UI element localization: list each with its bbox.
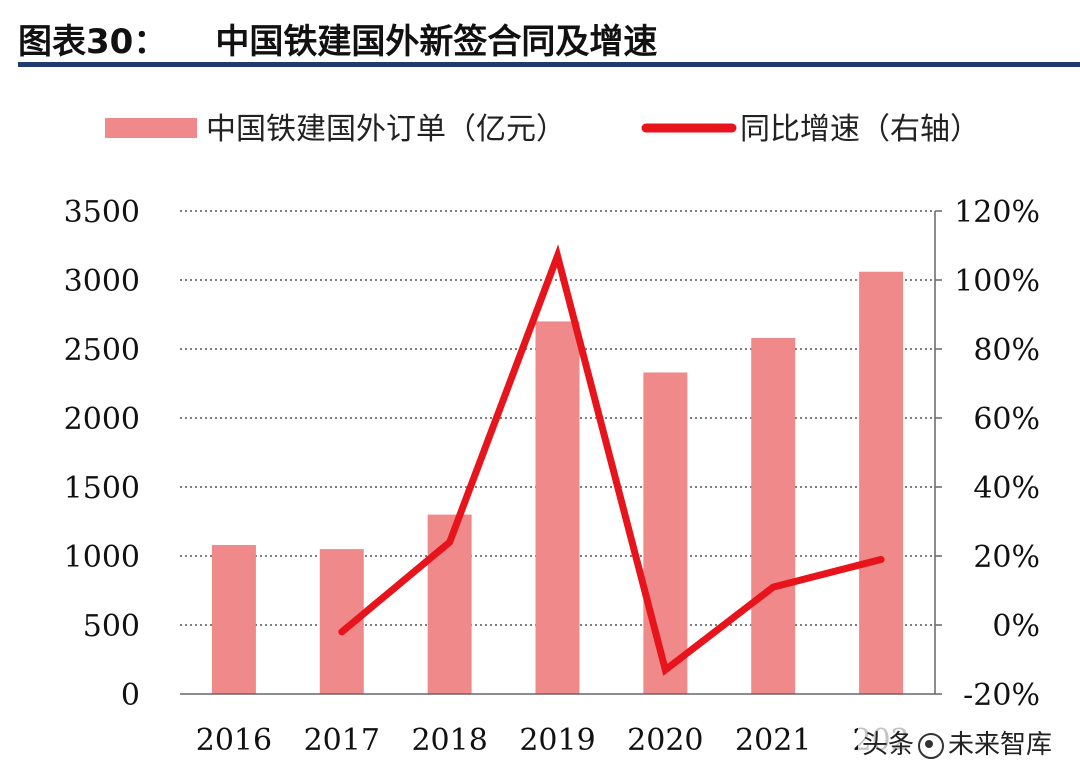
y-right-tick-label: 40% [973,471,1040,506]
watermark-logo-icon [918,732,945,759]
x-tick-label: 2017 [304,723,380,758]
legend: 中国铁建国外订单（亿元） 同比增速（右轴） [105,112,980,147]
x-tick-label: 2021 [735,723,811,758]
axes [180,210,942,695]
legend-swatch-orders [105,118,197,138]
line-series [338,244,885,676]
y-left-tick-label: 500 [83,609,140,644]
watermark-text-2: 未来智库 [948,730,1053,760]
legend-label-growth: 同比增速（右轴） [740,112,980,147]
y-right-ticks: 120% 100% 80% 60% 40% 20% 0% -20% [954,195,1040,713]
figure-number: 图表30： [18,22,168,62]
y-left-tick-label: 0 [121,678,140,713]
y-right-tick-label: -20% [963,678,1040,713]
y-left-tick-label: 2000 [64,402,140,437]
title-rule [18,62,1080,67]
y-left-tick-label: 3000 [64,264,140,299]
y-right-tick-label: 80% [973,333,1040,368]
y-left-ticks: 3500 3000 2500 2000 1500 1000 500 0 [64,195,140,713]
bar-2016 [211,544,256,694]
x-tick-label: 2016 [196,723,272,758]
y-right-tick-label: 0% [992,609,1040,644]
y-left-tick-label: 1500 [64,471,140,506]
bar-2022 [859,271,904,694]
growth-line [338,244,885,676]
legend-label-orders: 中国铁建国外订单（亿元） [206,112,566,147]
x-tick-label: 2018 [411,723,487,758]
watermark-text-1: 头条 [862,730,915,760]
y-right-tick-label: 60% [973,402,1040,437]
y-left-tick-label: 1000 [64,540,140,575]
x-tick-label: 2020 [627,723,703,758]
y-right-tick-label: 100% [954,264,1040,299]
y-left-tick-label: 2500 [64,333,140,368]
figure-title-text: 中国铁建国外新签合同及增速 [215,22,658,62]
gridlines [180,210,935,626]
y-right-tick-label: 20% [973,540,1040,575]
y-left-tick-label: 3500 [64,195,140,230]
y-right-tick-label: 120% [954,195,1040,230]
bar-2021 [751,337,796,694]
bar-series [211,271,904,694]
x-ticks: 201620172018201920202021202 [196,723,910,758]
figure-title: 图表30： 中国铁建国外新签合同及增速 [18,14,657,63]
watermark: 头条 未来智库 [858,722,1057,763]
bar-2019 [535,321,580,694]
bar-2020 [643,372,688,694]
x-tick-label: 2019 [519,723,595,758]
